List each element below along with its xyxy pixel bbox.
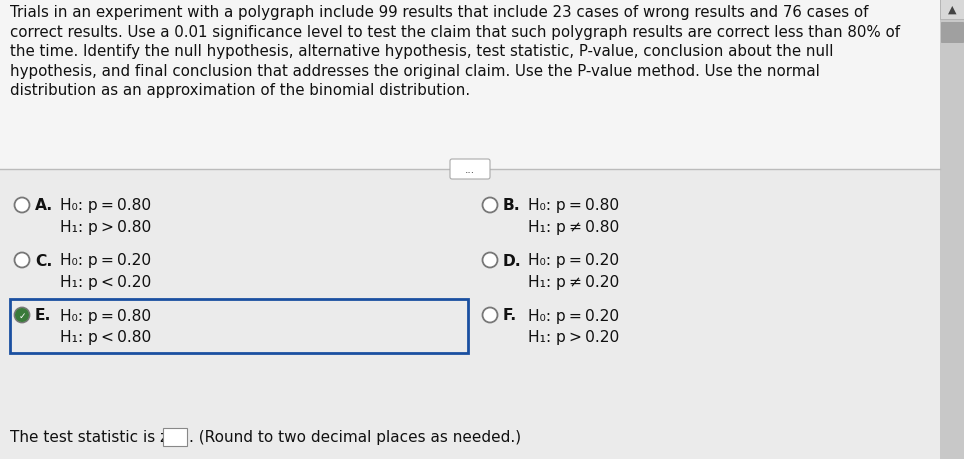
Text: ▲: ▲ <box>948 5 956 15</box>
FancyBboxPatch shape <box>940 0 964 20</box>
Text: . (Round to two decimal places as needed.): . (Round to two decimal places as needed… <box>189 430 522 444</box>
FancyBboxPatch shape <box>0 0 940 170</box>
Text: E.: E. <box>35 308 51 323</box>
Text: The test statistic is z =: The test statistic is z = <box>10 430 184 444</box>
Text: ✓: ✓ <box>18 311 26 320</box>
Circle shape <box>15 308 29 322</box>
Text: H₀: p = 0.20: H₀: p = 0.20 <box>528 253 619 268</box>
Circle shape <box>483 198 497 213</box>
Text: B.: B. <box>503 198 521 213</box>
Circle shape <box>14 308 30 323</box>
FancyBboxPatch shape <box>941 23 963 43</box>
Text: C.: C. <box>35 253 52 268</box>
Circle shape <box>14 198 30 213</box>
Text: H₁: p ≠ 0.80: H₁: p ≠ 0.80 <box>528 220 619 235</box>
Text: H₀: p = 0.80: H₀: p = 0.80 <box>60 198 151 213</box>
Text: H₁: p > 0.80: H₁: p > 0.80 <box>60 220 151 235</box>
Text: H₁: p > 0.20: H₁: p > 0.20 <box>528 330 619 345</box>
Text: H₀: p = 0.20: H₀: p = 0.20 <box>60 253 151 268</box>
Text: H₀: p = 0.80: H₀: p = 0.80 <box>60 308 151 323</box>
Circle shape <box>483 308 497 323</box>
Text: H₀: p = 0.80: H₀: p = 0.80 <box>528 198 619 213</box>
Text: H₁: p < 0.20: H₁: p < 0.20 <box>60 275 151 290</box>
FancyBboxPatch shape <box>163 428 187 446</box>
FancyBboxPatch shape <box>940 0 964 459</box>
FancyBboxPatch shape <box>450 160 490 179</box>
FancyBboxPatch shape <box>0 170 940 459</box>
Text: H₁: p ≠ 0.20: H₁: p ≠ 0.20 <box>528 275 619 290</box>
Text: H₀: p = 0.20: H₀: p = 0.20 <box>528 308 619 323</box>
Circle shape <box>483 253 497 268</box>
Text: H₁: p < 0.80: H₁: p < 0.80 <box>60 330 151 345</box>
Text: ...: ... <box>465 165 475 174</box>
Text: F.: F. <box>503 308 518 323</box>
Text: Trials in an experiment with a polygraph include 99 results that include 23 case: Trials in an experiment with a polygraph… <box>10 5 900 98</box>
Text: A.: A. <box>35 198 53 213</box>
Text: D.: D. <box>503 253 522 268</box>
Circle shape <box>14 253 30 268</box>
